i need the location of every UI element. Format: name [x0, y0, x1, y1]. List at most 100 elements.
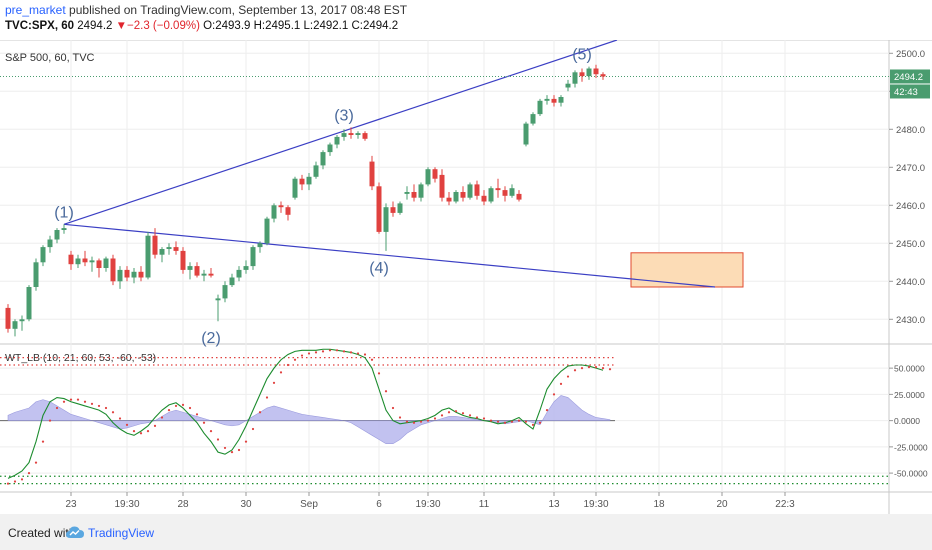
candle: [264, 216, 270, 246]
wt2-dot: [279, 371, 283, 374]
time-tick-label: 23: [65, 499, 77, 510]
price-axis: 2430.02440.02450.02460.02470.02480.02490…: [889, 49, 930, 326]
chart-area[interactable]: S&P 500, 60, TVC (1) (2) (3) (4) (5) 2430.0 2…: [0, 39, 932, 514]
wt2-dot: [13, 480, 17, 483]
candle-body: [54, 230, 60, 240]
candle: [222, 281, 228, 303]
symbol-ohlc: O:2493.9 H:2495.1 L:2492.1 C:2494.2: [203, 20, 399, 32]
wt2-dot: [370, 358, 374, 361]
candle-body: [586, 68, 592, 77]
author-link[interactable]: pre_market: [5, 3, 66, 17]
candle: [530, 112, 536, 126]
wt2-dot: [167, 409, 171, 412]
chart-svg[interactable]: S&P 500, 60, TVC (1) (2) (3) (4) (5) 2430.0 2…: [0, 39, 932, 514]
wt2-dot: [97, 404, 101, 408]
candle: [593, 64, 599, 78]
wt2-dot: [125, 423, 129, 426]
candle-body: [306, 176, 312, 185]
wt2-dot: [335, 349, 339, 352]
candle-body: [61, 228, 67, 230]
candle-body: [397, 203, 403, 213]
candle-body: [425, 169, 431, 185]
wt2-dot: [153, 424, 157, 427]
wt2-dot: [118, 417, 122, 420]
candle-body: [292, 178, 298, 198]
candle-body: [327, 144, 333, 153]
candle: [376, 182, 382, 234]
candle: [173, 241, 179, 255]
tradingview-link[interactable]: TradingView: [88, 526, 155, 540]
candle-body: [40, 247, 46, 263]
candle: [565, 79, 571, 92]
candle-body: [418, 184, 424, 198]
wt2-dot: [412, 421, 416, 424]
wt2-dot: [482, 417, 486, 420]
wave-label: (4): [369, 260, 389, 277]
wt2-dot: [272, 381, 276, 384]
candle: [159, 247, 165, 263]
price-tick-label: 2480.0: [896, 125, 925, 136]
wt2-dot: [202, 421, 206, 424]
candle: [215, 294, 221, 322]
candle-body: [348, 133, 354, 135]
time-tick-label: 20: [716, 499, 728, 510]
candle-body: [558, 97, 564, 103]
wt2-dot: [111, 411, 115, 414]
candle-body: [376, 186, 382, 232]
candle-body: [432, 169, 438, 179]
candle-body: [355, 133, 361, 135]
candle: [19, 315, 25, 331]
candle-body: [439, 174, 445, 198]
candle: [271, 203, 277, 223]
candle: [131, 268, 137, 284]
price-tick-label: 2450.0: [896, 239, 925, 250]
countdown-label: 42:43: [894, 87, 918, 98]
candle: [194, 262, 200, 278]
candle-body: [103, 258, 109, 268]
candlestick-series: [5, 64, 606, 337]
candle-body: [75, 258, 81, 265]
time-tick-label: 6: [376, 499, 382, 510]
wt2-dot: [139, 432, 143, 435]
candle: [509, 184, 515, 198]
wt2-dot: [300, 354, 304, 357]
candle: [124, 266, 130, 282]
footer: Created with TradingView: [0, 514, 932, 550]
candle: [201, 269, 207, 282]
candle-body: [152, 235, 158, 255]
wt2-dot: [594, 365, 598, 369]
candle-body: [474, 184, 480, 196]
candle: [537, 98, 543, 116]
wt2-dot: [475, 416, 479, 419]
time-tick-label: 19:30: [583, 499, 608, 510]
candle: [446, 192, 452, 206]
time-tick-label: 28: [177, 499, 189, 510]
candle: [243, 260, 249, 274]
candle-body: [215, 298, 221, 301]
candle-body: [544, 98, 550, 101]
wt2-dot: [545, 409, 549, 412]
candle: [481, 190, 487, 206]
candle: [229, 273, 235, 287]
candle: [418, 182, 424, 202]
candle-body: [411, 192, 417, 198]
candle: [341, 129, 347, 141]
candle: [320, 150, 326, 170]
candle-body: [530, 114, 536, 124]
candle: [61, 224, 67, 234]
countdown-box: [890, 84, 930, 99]
wt2-dot: [566, 375, 570, 378]
candle-body: [180, 250, 186, 270]
candle-body: [313, 165, 319, 177]
wt2-dot: [573, 369, 577, 372]
wt2-dot: [160, 416, 164, 419]
candle-body: [12, 321, 18, 329]
indicator-tick-label: -50.0000: [894, 469, 928, 479]
candle: [278, 201, 284, 213]
symbol-change: −2.3 (−0.09%): [127, 20, 200, 32]
wt2-dot: [538, 421, 542, 424]
candle: [47, 235, 53, 253]
wt2-dot: [314, 351, 318, 354]
candle-body: [579, 72, 585, 77]
candle-body: [68, 254, 74, 265]
